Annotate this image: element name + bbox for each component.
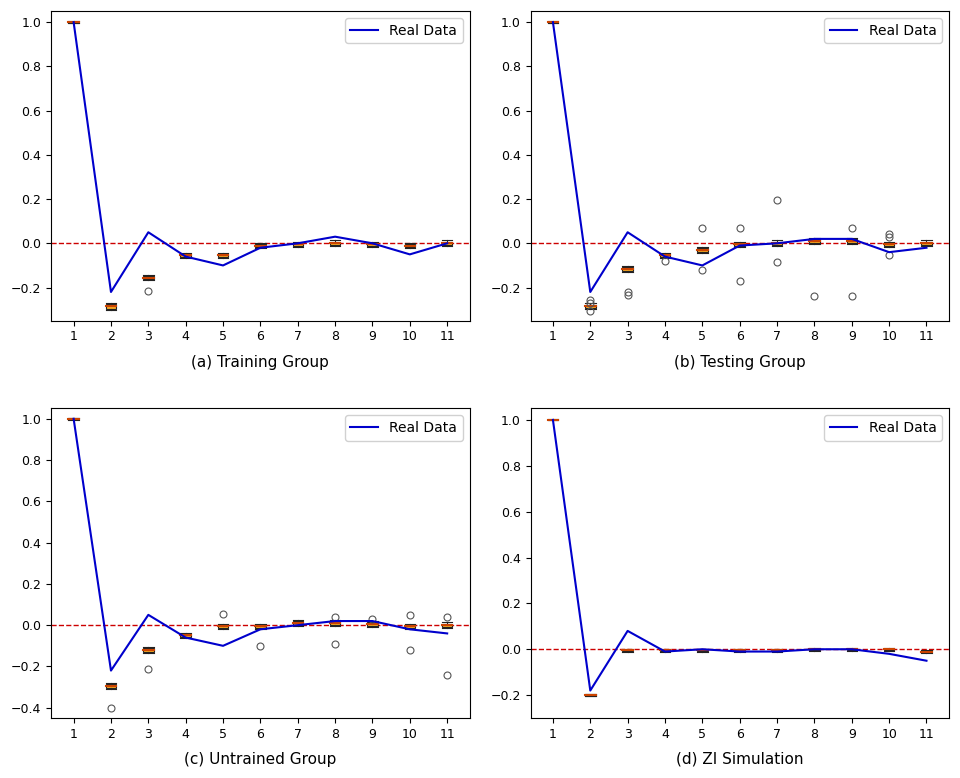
Bar xyxy=(404,244,415,247)
Bar xyxy=(330,241,341,245)
Bar xyxy=(404,625,415,628)
Legend: Real Data: Real Data xyxy=(345,18,463,43)
Bar xyxy=(847,240,857,243)
Bar xyxy=(68,418,79,419)
Bar xyxy=(255,244,266,247)
Bar xyxy=(368,622,377,626)
Bar xyxy=(293,243,303,246)
Bar xyxy=(143,276,154,279)
Bar xyxy=(809,649,820,650)
Bar xyxy=(660,254,670,258)
Bar xyxy=(660,650,670,651)
Legend: Real Data: Real Data xyxy=(345,415,463,440)
Bar xyxy=(622,267,633,271)
Bar xyxy=(697,650,708,651)
Bar xyxy=(585,695,595,696)
Bar xyxy=(143,648,154,652)
X-axis label: (b) Testing Group: (b) Testing Group xyxy=(674,355,805,370)
X-axis label: (c) Untrained Group: (c) Untrained Group xyxy=(184,752,337,767)
Bar xyxy=(922,651,932,652)
Bar xyxy=(180,634,191,637)
Bar xyxy=(734,650,745,651)
Bar xyxy=(922,241,932,245)
Bar xyxy=(106,304,116,309)
Bar xyxy=(255,625,266,628)
Bar xyxy=(442,241,452,245)
Bar xyxy=(180,254,191,258)
Bar xyxy=(734,243,745,246)
Bar xyxy=(697,248,708,252)
Bar xyxy=(772,241,782,245)
X-axis label: (d) ZI Simulation: (d) ZI Simulation xyxy=(676,752,804,767)
Bar xyxy=(772,650,782,651)
Bar xyxy=(847,649,857,650)
Bar xyxy=(218,254,228,258)
Bar xyxy=(884,243,895,246)
X-axis label: (a) Training Group: (a) Training Group xyxy=(191,355,329,370)
Bar xyxy=(368,243,377,246)
Legend: Real Data: Real Data xyxy=(824,415,942,440)
Bar xyxy=(548,22,558,23)
Bar xyxy=(218,625,228,628)
Bar xyxy=(330,622,341,625)
Legend: Real Data: Real Data xyxy=(824,18,942,43)
Bar xyxy=(293,622,303,625)
Bar xyxy=(442,623,452,627)
Bar xyxy=(884,649,895,650)
Bar xyxy=(585,304,595,308)
Bar xyxy=(809,240,820,243)
Bar xyxy=(68,22,79,23)
Bar xyxy=(622,650,633,651)
Bar xyxy=(106,685,116,688)
